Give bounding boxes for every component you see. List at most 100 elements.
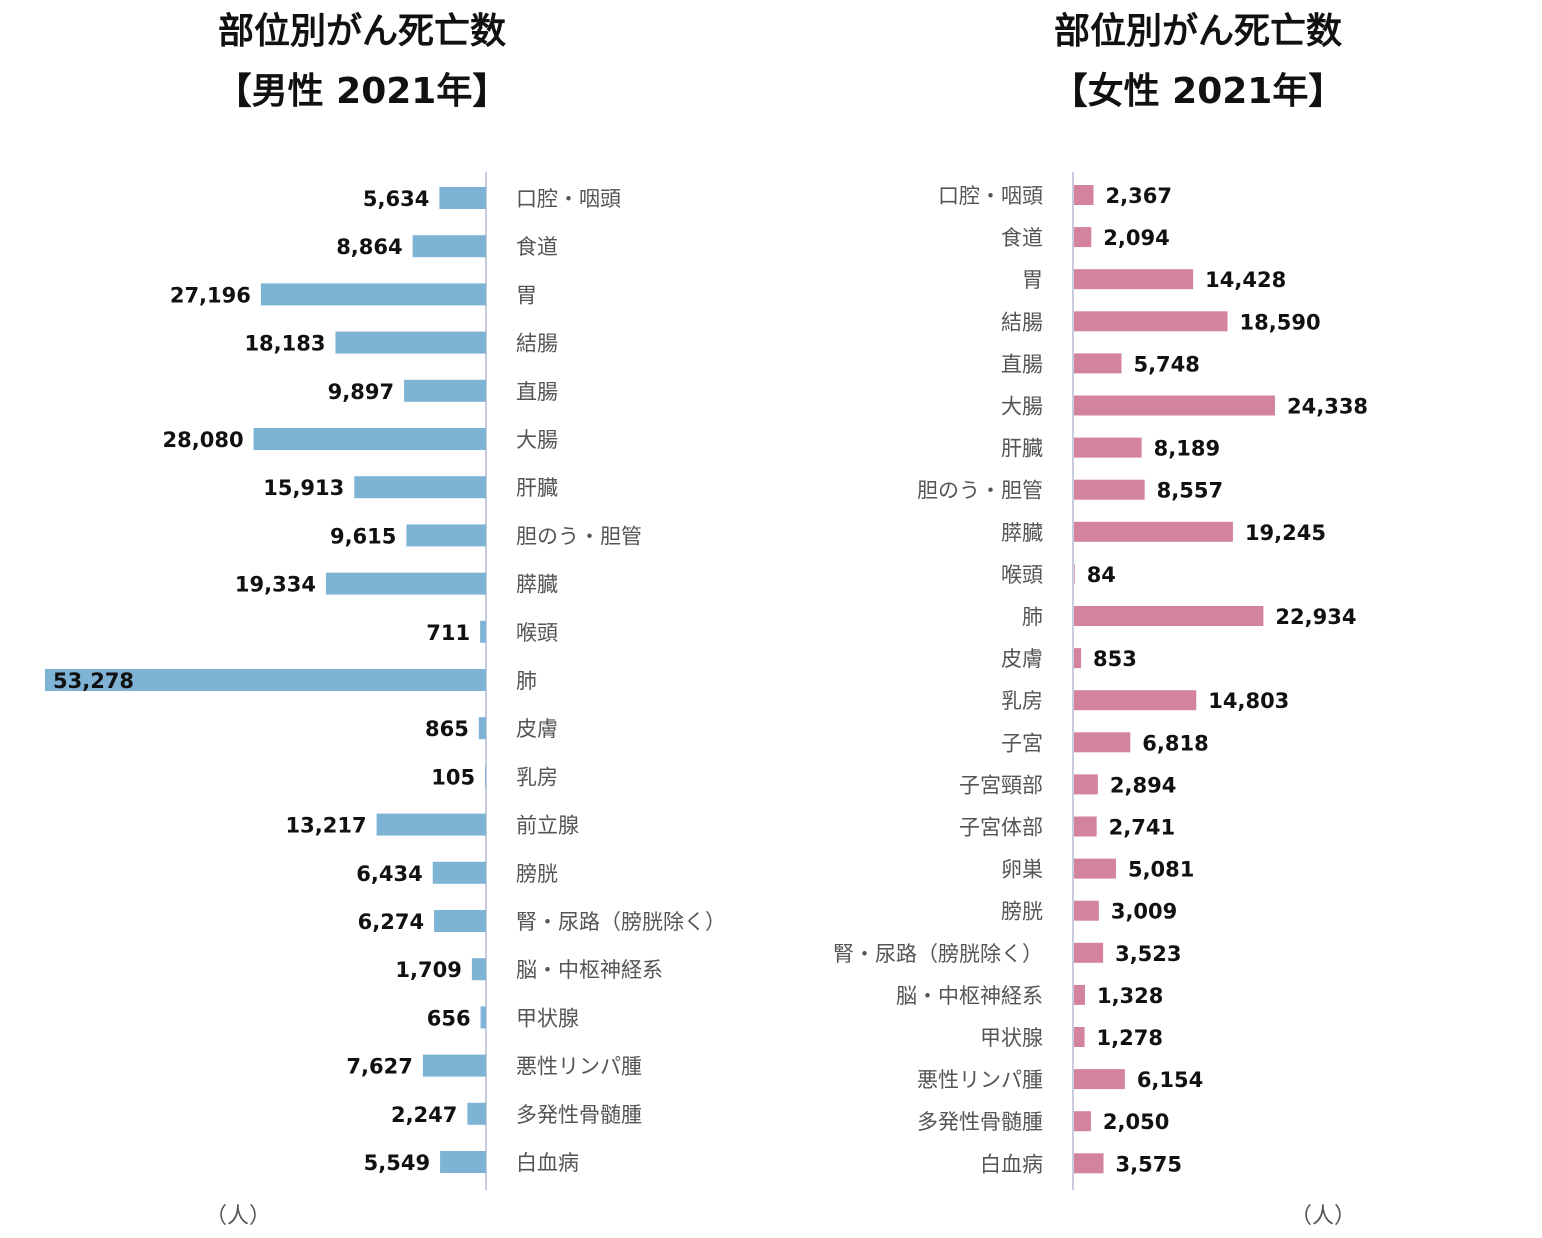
- female-bar: [1074, 816, 1097, 837]
- male-category-label: 膀胱: [516, 862, 558, 886]
- male-value-label: 15,913: [263, 476, 344, 500]
- female-category-label: 多発性骨髄腫: [917, 1110, 1043, 1134]
- female-category-label: 膀胱: [1001, 900, 1043, 924]
- male-category-label: 胆のう・胆管: [516, 524, 642, 548]
- female-category-label: 直腸: [1001, 352, 1043, 376]
- male-bar: [478, 717, 486, 740]
- male-value-label: 28,080: [163, 428, 244, 452]
- male-bar: [354, 476, 486, 499]
- female-bar: [1074, 900, 1099, 921]
- male-value-label: 18,183: [244, 332, 325, 356]
- female-bar: [1074, 858, 1116, 879]
- female-bar: [1074, 690, 1197, 711]
- male-bar: [406, 524, 486, 547]
- female-unit-label: （人）: [1290, 1204, 1357, 1229]
- female-value-label: 8,557: [1157, 479, 1223, 503]
- male-bar: [440, 1151, 486, 1173]
- female-category-label: 食道: [1001, 226, 1043, 250]
- male-bar: [376, 813, 486, 836]
- male-category-label: 直腸: [516, 380, 558, 404]
- female-bar: [1074, 185, 1094, 205]
- female-category-label: 子宮: [1001, 731, 1043, 755]
- female-category-label: 胆のう・胆管: [917, 479, 1043, 503]
- female-value-label: 3,523: [1115, 942, 1181, 966]
- male-bar: [439, 187, 486, 209]
- female-value-label: 18,590: [1240, 310, 1321, 334]
- male-bar: [471, 958, 486, 981]
- male-bar: [45, 669, 486, 691]
- female-category-label: 白血病: [980, 1152, 1043, 1176]
- female-value-label: 6,818: [1142, 731, 1208, 755]
- male-bar: [432, 861, 486, 884]
- female-value-label: 2,894: [1110, 773, 1176, 797]
- female-value-label: 5,081: [1128, 858, 1194, 882]
- female-bar: [1074, 1027, 1085, 1047]
- female-category-label: 肺: [1022, 605, 1043, 629]
- female-chart-title-block: 部位別がん死亡数 【女性 2021年】: [1048, 2, 1348, 122]
- female-value-label: 14,803: [1208, 689, 1289, 713]
- female-bar: [1074, 269, 1194, 290]
- female-value-label: 1,278: [1097, 1026, 1163, 1050]
- female-chart-title: 部位別がん死亡数: [1053, 11, 1342, 52]
- female-value-label: 22,934: [1275, 605, 1356, 629]
- female-category-label: 大腸: [1001, 395, 1043, 419]
- male-category-label: 多発性骨髄腫: [516, 1103, 642, 1127]
- female-bar: [1074, 1153, 1104, 1174]
- female-value-label: 3,575: [1116, 1152, 1182, 1176]
- female-category-label: 脳・中枢神経系: [896, 984, 1043, 1008]
- male-value-label: 53,278: [53, 669, 134, 693]
- female-bar: [1074, 227, 1092, 248]
- female-bar: [1074, 1111, 1091, 1132]
- male-value-label: 19,334: [235, 573, 316, 597]
- male-bar: [480, 620, 486, 643]
- male-category-label: 脳・中枢神経系: [516, 958, 663, 982]
- female-category-label: 肝臓: [1001, 437, 1043, 461]
- female-bar: [1074, 942, 1104, 963]
- female-category-label: 膵臓: [1001, 521, 1043, 545]
- male-value-label: 9,615: [330, 524, 396, 548]
- female-category-label: 子宮体部: [959, 816, 1043, 840]
- male-value-label: 6,434: [356, 862, 422, 886]
- female-value-label: 853: [1093, 647, 1137, 671]
- female-bar: [1074, 648, 1082, 669]
- male-value-label: 5,634: [363, 187, 429, 211]
- male-bar-chart: 5,634 口腔・咽頭 8,864 食道 27,196 胃 18,183 結腸 9,897 直腸 2…: [45, 172, 726, 1190]
- female-bar: [1074, 1069, 1125, 1090]
- male-bar: [253, 428, 486, 450]
- female-category-label: 卵巣: [1001, 858, 1043, 882]
- female-value-label: 8,189: [1154, 437, 1220, 461]
- female-value-label: 14,428: [1205, 268, 1286, 292]
- male-value-label: 2,247: [391, 1103, 457, 1127]
- female-value-label: 24,338: [1287, 395, 1368, 419]
- male-category-label: 膵臓: [516, 573, 558, 597]
- female-category-label: 甲状腺: [980, 1026, 1043, 1050]
- male-category-label: 甲状腺: [516, 1006, 579, 1030]
- male-value-label: 865: [425, 717, 469, 741]
- male-category-label: 結腸: [516, 332, 558, 356]
- male-value-label: 1,709: [395, 958, 461, 982]
- male-bar: [467, 1102, 486, 1125]
- female-value-label: 2,741: [1109, 816, 1175, 840]
- female-bar: [1074, 479, 1145, 500]
- female-value-label: 3,009: [1111, 900, 1177, 924]
- male-bar: [480, 1006, 486, 1029]
- male-category-label: 肝臓: [516, 476, 558, 500]
- female-bar: [1074, 311, 1228, 332]
- male-category-label: 悪性リンパ腫: [516, 1055, 642, 1079]
- female-bar: [1074, 984, 1085, 1005]
- female-category-label: 皮膚: [1001, 647, 1043, 671]
- female-category-label: 悪性リンパ腫: [917, 1068, 1043, 1092]
- female-category-label: 子宮頸部: [959, 773, 1043, 797]
- male-value-label: 7,627: [346, 1055, 412, 1079]
- female-value-label: 6,154: [1137, 1068, 1203, 1092]
- male-category-label: 喉頭: [516, 621, 558, 645]
- male-value-label: 8,864: [336, 235, 402, 259]
- male-category-label: 腎・尿路（膀胱除く）: [516, 910, 726, 934]
- male-category-label: 前立腺: [516, 814, 579, 838]
- male-value-label: 711: [426, 621, 470, 645]
- male-unit-label: （人）: [205, 1204, 272, 1229]
- female-bar: [1074, 732, 1131, 753]
- male-chart-title-block: 部位別がん死亡数 【男性 2021年】: [212, 2, 512, 122]
- female-value-label: 84: [1087, 563, 1116, 587]
